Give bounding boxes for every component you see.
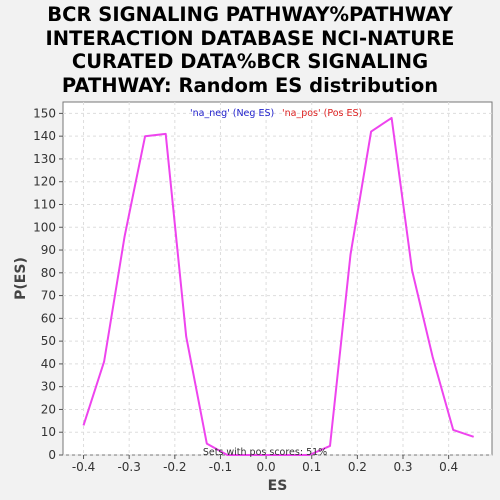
y-tick-label: 100	[33, 220, 56, 234]
plot-area	[62, 101, 493, 456]
x-tick-label: -0.3	[117, 460, 140, 474]
y-tick-label: 50	[41, 334, 56, 348]
y-tick-label: 60	[41, 311, 56, 325]
grid	[63, 102, 492, 456]
y-tick-label: 20	[41, 402, 56, 416]
y-tick-label: 140	[33, 129, 56, 143]
x-tick-label: 0.0	[257, 460, 276, 474]
y-tick-label: 10	[41, 425, 56, 439]
x-tick-label: 0.2	[348, 460, 367, 474]
y-tick-label: 120	[33, 175, 56, 189]
y-tick-label: 80	[41, 266, 56, 280]
x-tick-label: 0.3	[393, 460, 412, 474]
es-distribution-line	[82, 116, 475, 456]
chart-title-line: BCR SIGNALING PATHWAY%PATHWAY	[47, 3, 453, 26]
chart-title: BCR SIGNALING PATHWAY%PATHWAY INTERACTIO…	[0, 3, 500, 97]
y-tick-label: 0	[48, 448, 56, 462]
x-tick-label: -0.1	[209, 460, 232, 474]
x-axis-label: ES	[268, 478, 288, 494]
y-tick-label: 110	[33, 197, 56, 211]
chart-title-line: PATHWAY: Random ES distribution	[61, 73, 439, 97]
pos-scores-annotation: Sets with pos scores: 51%	[203, 447, 327, 458]
y-axis-label: P(ES)	[13, 257, 29, 300]
x-tick-label: -0.2	[163, 460, 186, 474]
y-tick-label: 70	[41, 289, 56, 303]
x-tick-label: 0.1	[302, 460, 321, 474]
x-tick-label: 0.4	[439, 460, 458, 474]
y-tick-label: 30	[41, 380, 56, 394]
y-tick-label: 90	[41, 243, 56, 257]
x-tick-label: -0.4	[72, 460, 95, 474]
series-layer	[82, 116, 475, 456]
y-tick-label: 40	[41, 357, 56, 371]
legend-entry-neg: 'na_neg' (Neg ES)	[190, 108, 274, 119]
legend: 'na_neg' (Neg ES) 'na_pos' (Pos ES)	[190, 108, 362, 119]
legend-entry-pos: 'na_pos' (Pos ES)	[282, 108, 362, 119]
y-tick-label: 130	[33, 152, 56, 166]
axes: -0.4 -0.3 -0.2 -0.1 0.0 0.1 0.2 0.3 0.4 0 10 20 30 40…	[33, 106, 458, 474]
chart-title-line: INTERACTION DATABASE NCI-NATURE	[45, 26, 455, 50]
y-tick-label: 150	[33, 106, 56, 120]
chart-title-line: CURATED DATA%BCR SIGNALING	[71, 50, 429, 73]
